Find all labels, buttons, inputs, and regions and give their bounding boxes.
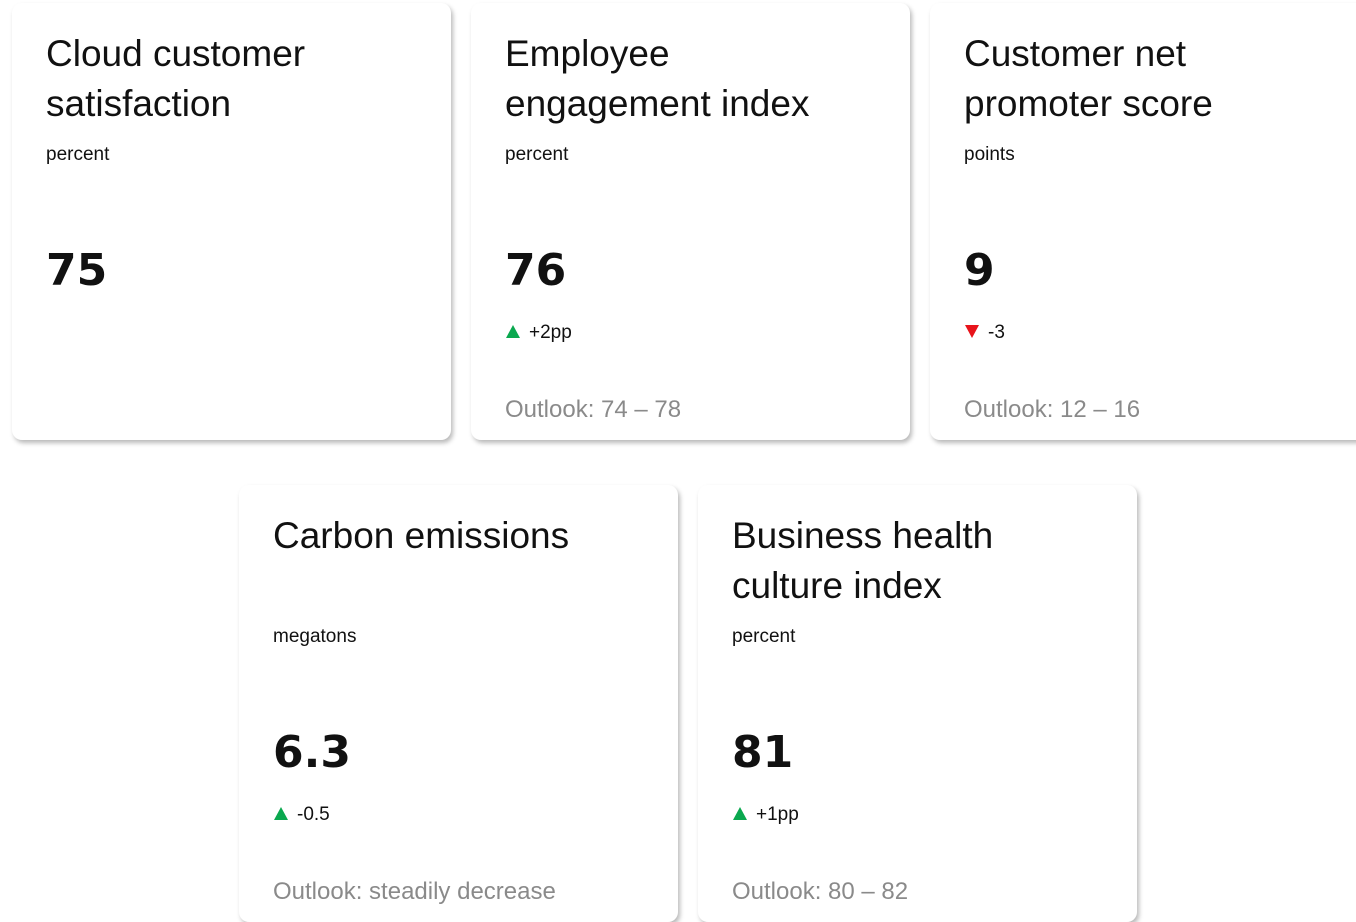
trend-arrow bbox=[274, 807, 288, 820]
card-title: Customer net promoter score bbox=[964, 33, 1213, 124]
trend-icon bbox=[274, 807, 288, 820]
kpi-card: Cloud customer satisfaction percent 75 bbox=[12, 3, 451, 440]
card-value: 76 bbox=[505, 245, 567, 296]
card-unit: percent bbox=[46, 144, 110, 165]
card-outlook: Outlook: 12 – 16 bbox=[964, 396, 1141, 423]
card-title: Carbon emissions bbox=[273, 515, 570, 556]
card-change: +1pp bbox=[732, 801, 799, 829]
card-outlook: Outlook: 74 – 78 bbox=[505, 396, 682, 423]
change-text: -0.5 bbox=[297, 804, 330, 825]
card-change: +2pp bbox=[505, 319, 572, 347]
card-value: 81 bbox=[732, 727, 794, 778]
trend-arrow bbox=[506, 325, 520, 338]
card-title: Cloud customer satisfaction bbox=[46, 33, 306, 124]
card-title: Business health culture index bbox=[732, 515, 994, 606]
trend-icon bbox=[965, 325, 979, 338]
card-change: -3 bbox=[964, 319, 1005, 347]
card-unit: points bbox=[964, 144, 1015, 165]
change-text: -3 bbox=[988, 322, 1005, 343]
card-outlook: Outlook: 80 – 82 bbox=[732, 878, 909, 905]
card-title: Employee engagement index bbox=[505, 33, 810, 124]
card-change: -0.5 bbox=[273, 801, 330, 829]
trend-icon bbox=[506, 325, 520, 338]
change-text: +2pp bbox=[529, 322, 572, 343]
card-unit: percent bbox=[505, 144, 569, 165]
trend-arrow bbox=[965, 325, 979, 338]
card-value: 6.3 bbox=[273, 727, 351, 778]
trend-icon bbox=[733, 807, 747, 820]
kpi-card: Carbon emissions megatons 6.3 -0.5 Outlook: … bbox=[239, 485, 678, 922]
card-value: 9 bbox=[964, 245, 995, 296]
card-value: 75 bbox=[46, 245, 108, 296]
card-unit: megatons bbox=[273, 626, 357, 647]
kpi-card: Business health culture index percent 81 +1… bbox=[698, 485, 1137, 922]
card-unit: percent bbox=[732, 626, 796, 647]
change-text: +1pp bbox=[756, 804, 799, 825]
kpi-card: Employee engagement index percent 76 +2pp Ou… bbox=[471, 3, 910, 440]
card-outlook: Outlook: steadily decrease bbox=[273, 878, 556, 905]
kpi-card: Customer net promoter score points 9 -3 Outl… bbox=[930, 3, 1356, 440]
trend-arrow bbox=[733, 807, 747, 820]
